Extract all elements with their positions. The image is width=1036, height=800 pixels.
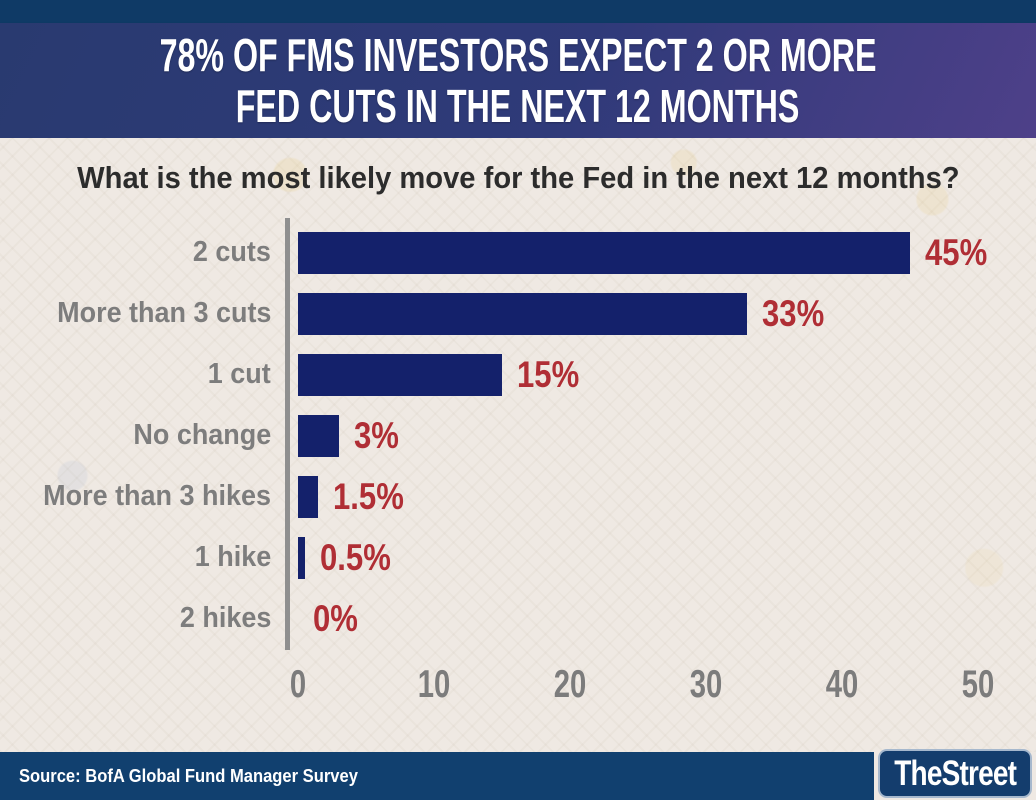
bars-container: 2 cuts 45% More than 3 cuts 33% 1 cut 15% No c…: [8, 222, 1036, 649]
bar: [298, 292, 747, 335]
bar-row: No change 3%: [8, 405, 1036, 466]
header-banner: 78% OF FMS INVESTORS EXPECT 2 OR MORE FE…: [0, 23, 1036, 138]
chart-area: What is the most likely move for the Fed…: [0, 138, 1036, 752]
bar-row: 2 hikes 0%: [8, 588, 1036, 649]
bar-track: 33%: [298, 292, 836, 335]
thestreet-logo-text: TheStreet: [894, 753, 1017, 793]
bar-row: More than 3 hikes 1.5%: [8, 466, 1036, 527]
bar: [298, 475, 319, 518]
y-axis-line: [285, 218, 290, 650]
source-attribution: Source: BofA Global Fund Manager Survey: [19, 765, 358, 786]
bar-track: 15%: [298, 353, 591, 396]
thestreet-logo: TheStreet: [878, 749, 1032, 798]
chart-title-wrap: What is the most likely move for the Fed…: [0, 160, 1036, 200]
category-label: More than 3 cuts: [56, 297, 271, 329]
value-label: 33%: [761, 292, 825, 334]
category-label: 2 cuts: [193, 236, 271, 268]
bar: [298, 231, 910, 274]
bar-track: 0.5%: [298, 536, 404, 579]
value-label: 45%: [925, 231, 988, 273]
value-label: 0%: [313, 597, 358, 639]
category-label: 2 hikes: [179, 602, 271, 634]
category-label: 1 hike: [194, 541, 271, 573]
bar-chart: 2 cuts 45% More than 3 cuts 33% 1 cut 15% No c…: [0, 218, 1036, 711]
category-label: More than 3 hikes: [43, 480, 271, 512]
footer-bar: Source: BofA Global Fund Manager Survey: [0, 752, 874, 800]
bar: [298, 536, 305, 579]
x-axis-tick: 50: [961, 663, 995, 706]
bar-track: 0%: [298, 598, 366, 640]
header-title-line2: FED CUTS IN THE NEXT 12 MONTHS: [236, 79, 800, 132]
x-axis-ticks: 0 10 20 30 40 50: [290, 649, 994, 711]
bar: [298, 353, 502, 396]
x-axis-tick: 10: [417, 663, 451, 706]
bar-row: 1 cut 15%: [8, 344, 1036, 405]
bar-track: 1.5%: [298, 475, 418, 518]
bar-track: 3%: [298, 414, 407, 457]
category-label: No change: [133, 419, 271, 451]
bar: [298, 414, 339, 457]
top-navy-strip: [0, 0, 1036, 23]
header-title-line1: 78% OF FMS INVESTORS EXPECT 2 OR MORE: [159, 28, 877, 81]
value-label: 1.5%: [333, 475, 405, 517]
value-label: 15%: [517, 353, 580, 395]
value-label: 3%: [353, 414, 399, 456]
x-axis-tick: 0: [289, 663, 307, 706]
chart-title: What is the most likely move for the Fed…: [76, 160, 960, 195]
bar-track: 45%: [298, 231, 999, 274]
x-axis-tick: 20: [553, 663, 587, 706]
value-label: 0.5%: [319, 536, 391, 578]
bar-row: 1 hike 0.5%: [8, 527, 1036, 588]
bar-row: More than 3 cuts 33%: [8, 283, 1036, 344]
bar-row: 2 cuts 45%: [8, 222, 1036, 283]
category-label: 1 cut: [208, 358, 271, 390]
x-axis-tick: 40: [825, 663, 859, 706]
x-axis-tick: 30: [689, 663, 723, 706]
